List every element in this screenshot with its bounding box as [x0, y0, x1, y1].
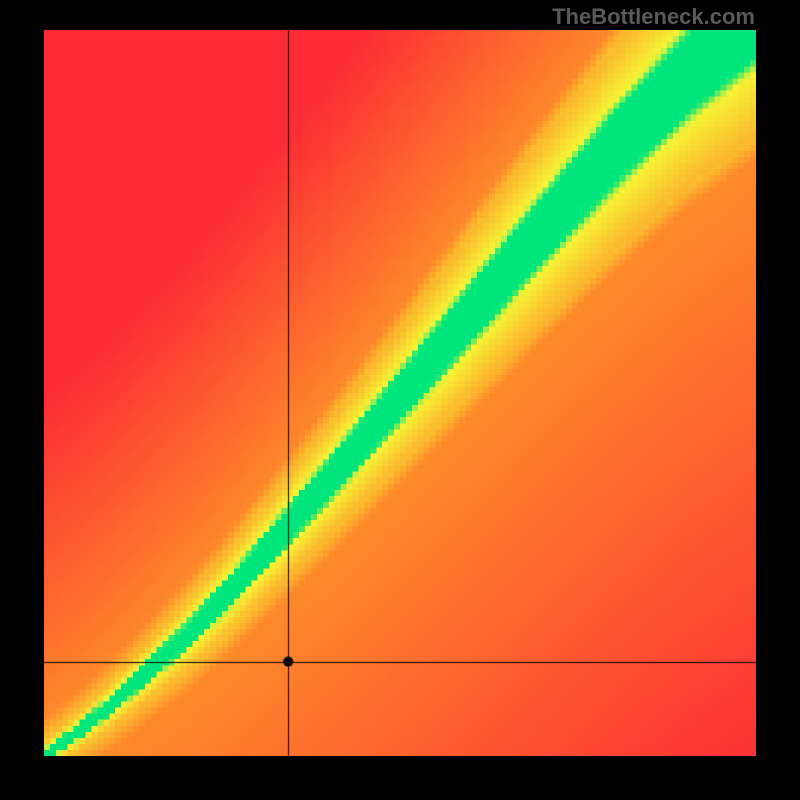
bottleneck-heatmap [44, 30, 756, 756]
chart-container: { "canvas": { "width": 800, "height": 80… [0, 0, 800, 800]
watermark-text: TheBottleneck.com [552, 4, 755, 30]
